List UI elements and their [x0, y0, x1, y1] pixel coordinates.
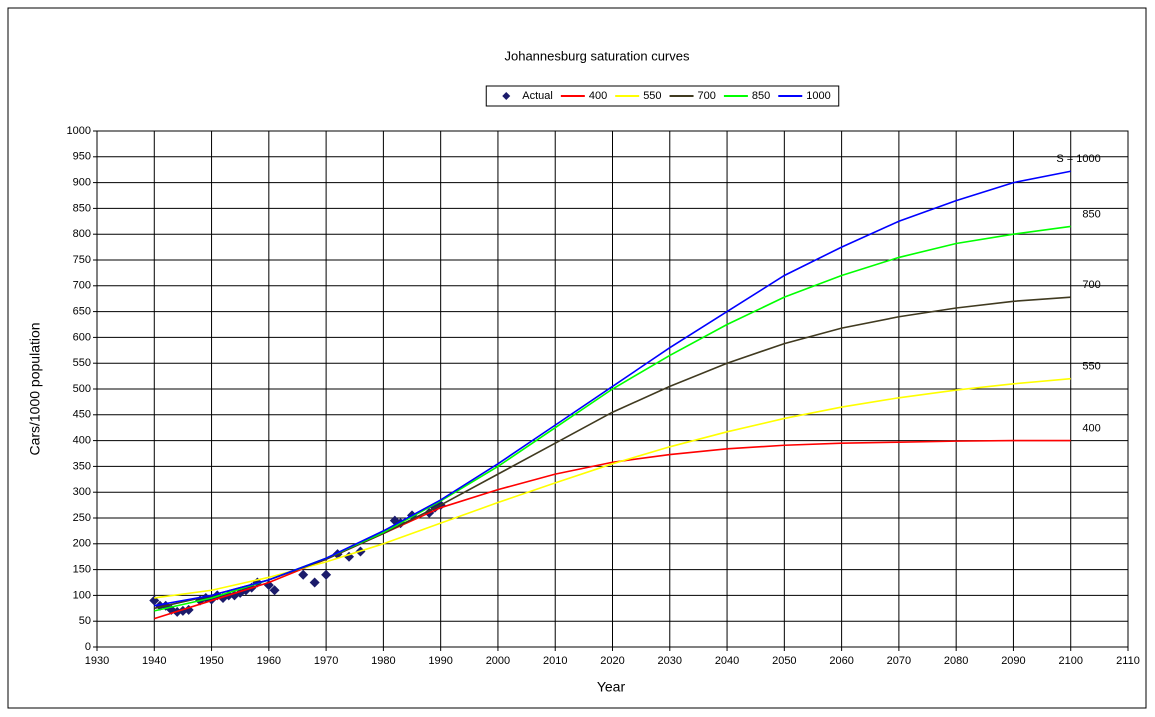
annotation: 550	[1082, 361, 1100, 373]
y-tick-label: 550	[73, 357, 91, 369]
x-tick-label: 2110	[1116, 655, 1140, 667]
y-tick-label: 350	[73, 460, 91, 472]
legend-box	[485, 85, 840, 107]
y-tick-label: 600	[73, 331, 91, 343]
x-tick-label: 1980	[371, 655, 395, 667]
y-tick-label: 850	[73, 202, 91, 214]
legend: Actual 400 550 700 850 1000	[485, 85, 840, 107]
x-axis-title: Year	[597, 679, 626, 695]
y-tick-label: 500	[73, 383, 91, 395]
data-point	[309, 577, 320, 588]
x-tick-label: 2020	[600, 655, 624, 667]
series-line	[154, 377, 1071, 599]
y-tick-label: 400	[73, 435, 91, 447]
x-tick-label: 1940	[142, 655, 166, 667]
x-tick-label: 1970	[314, 655, 338, 667]
y-tick-label: 1000	[67, 125, 91, 137]
x-tick-label: 1950	[199, 655, 223, 667]
y-tick-label: 950	[73, 151, 91, 163]
y-tick-label: 200	[73, 538, 91, 550]
x-tick-label: 2010	[543, 655, 567, 667]
y-tick-label: 50	[79, 615, 91, 627]
legend-label: 550	[643, 90, 661, 102]
y-tick-label: 150	[73, 564, 91, 576]
x-tick-label: 2060	[829, 655, 853, 667]
chart-title: Johannesburg saturation curves	[504, 48, 690, 63]
annotation: S = 1000	[1056, 153, 1100, 165]
legend-label: 700	[698, 90, 716, 102]
legend-label: 400	[589, 90, 607, 102]
x-tick-label: 2090	[1001, 655, 1025, 667]
x-tick-label: 2080	[944, 655, 968, 667]
x-tick-label: 1990	[428, 655, 452, 667]
y-tick-label: 250	[73, 512, 91, 524]
y-tick-label: 0	[85, 641, 91, 653]
y-tick-label: 800	[73, 228, 91, 240]
legend-label: Actual	[522, 90, 553, 102]
y-tick-label: 450	[73, 409, 91, 421]
y-tick-label: 300	[73, 486, 91, 498]
x-tick-label: 2040	[715, 655, 739, 667]
legend-label: 1000	[806, 90, 830, 102]
x-tick-label: 2030	[658, 655, 682, 667]
data-point	[321, 569, 332, 580]
y-axis-title: Cars/1000 population	[27, 322, 43, 455]
data-point	[298, 569, 309, 580]
x-tick-label: 2000	[486, 655, 510, 667]
x-tick-label: 2050	[772, 655, 796, 667]
y-tick-label: 900	[73, 177, 91, 189]
x-tick-label: 1930	[85, 655, 109, 667]
legend-label: 850	[752, 90, 770, 102]
y-tick-label: 700	[73, 280, 91, 292]
legend-marker	[502, 92, 511, 100]
annotation: 850	[1082, 208, 1100, 220]
data-point	[269, 585, 280, 596]
annotation: 700	[1082, 279, 1100, 291]
x-tick-label: 2070	[887, 655, 911, 667]
series-line	[154, 170, 1071, 607]
annotation: 400	[1082, 423, 1100, 435]
y-tick-label: 650	[73, 306, 91, 318]
x-tick-label: 1960	[257, 655, 281, 667]
y-tick-label: 100	[73, 589, 91, 601]
y-tick-label: 750	[73, 254, 91, 266]
x-tick-label: 2100	[1058, 655, 1082, 667]
